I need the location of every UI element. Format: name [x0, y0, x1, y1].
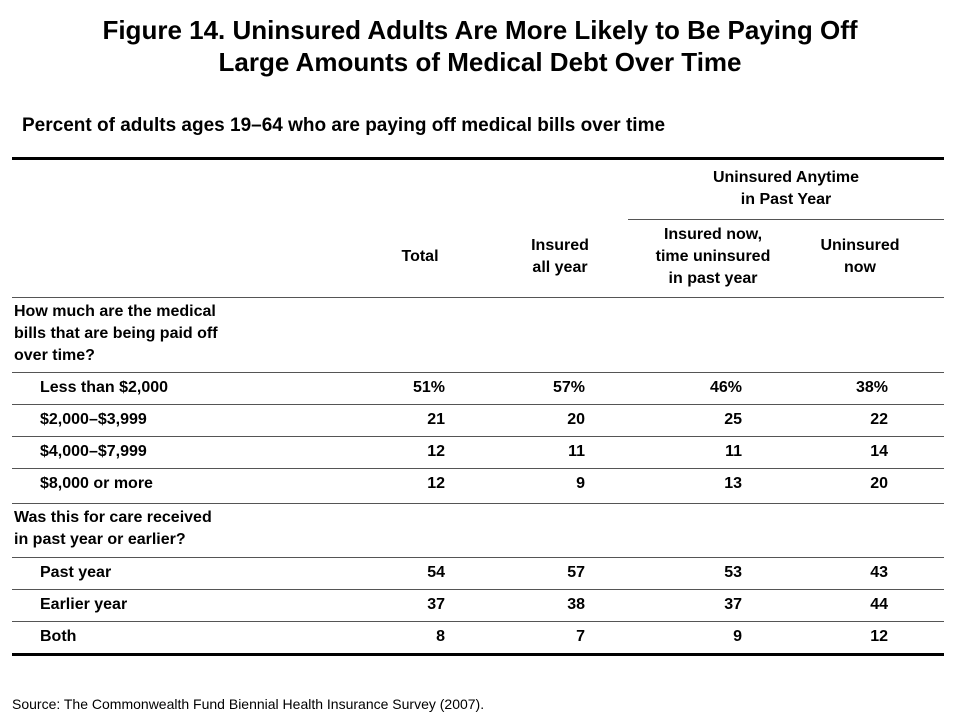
table-cell: 57: [567, 564, 585, 581]
source-note: Source: The Commonwealth Fund Biennial H…: [12, 696, 485, 712]
table-cell: 57%: [552, 379, 585, 396]
col-header-uninsured-now: Uninsured now: [800, 235, 920, 279]
section-question-timing-line2: in past year or earlier?: [14, 531, 186, 548]
table-cell: 9: [733, 628, 742, 645]
table-cell: 20: [870, 475, 888, 492]
row-divider: [12, 589, 944, 590]
table-cell: 12: [870, 628, 888, 645]
table-cell: 54: [427, 564, 445, 581]
section-question-amount-line1: How much are the medical: [14, 303, 216, 320]
table-cell: 12: [427, 443, 445, 460]
table-cell: 53: [724, 564, 742, 581]
table-row: $8,000 or more 12 9 13 20: [0, 468, 960, 500]
figure-title-line2: Large Amounts of Medical Debt Over Time: [218, 47, 742, 77]
table-cell: 22: [870, 411, 888, 428]
group-header-rule: [628, 219, 944, 220]
table-row: $4,000–$7,999 12 11 11 14: [0, 436, 960, 468]
row-divider: [12, 372, 944, 373]
figure-title: Figure 14. Uninsured Adults Are More Lik…: [0, 14, 960, 78]
table-cell: 12: [427, 475, 445, 492]
col-header-insured-all-year: Insured all year: [480, 235, 640, 279]
table-cell: 38: [567, 596, 585, 613]
table-subtitle: Percent of adults ages 19–64 who are pay…: [22, 115, 666, 136]
table-row: Earlier year 37 38 37 44: [0, 589, 960, 621]
table-cell: 11: [725, 443, 742, 460]
col-header-total: Total: [340, 246, 500, 268]
col-header-insured-now-line1: Insured now,: [663, 226, 763, 243]
row-label: Past year: [40, 564, 112, 581]
figure-title-line1: Figure 14. Uninsured Adults Are More Lik…: [102, 15, 858, 45]
table-cell: 20: [567, 411, 585, 428]
group-header-line2: in Past Year: [740, 191, 832, 208]
top-rule: [12, 157, 944, 160]
section-question-timing-line1: Was this for care received: [14, 509, 212, 526]
row-divider: [12, 404, 944, 405]
row-divider: [12, 621, 944, 622]
row-divider: [12, 436, 944, 437]
table-cell: 43: [870, 564, 888, 581]
group-header-line1: Uninsured Anytime: [712, 169, 860, 186]
col-header-insured-now: Insured now, time uninsured in past year: [628, 224, 798, 290]
table-cell: 25: [724, 411, 742, 428]
section-question-amount-line3: over time?: [14, 347, 95, 364]
table-cell: 7: [576, 628, 585, 645]
table-cell: 46%: [709, 379, 742, 396]
col-header-insured-now-line2: time uninsured: [655, 248, 771, 265]
row-label: Both: [40, 628, 77, 645]
table-cell: 37: [724, 596, 742, 613]
row-label: $8,000 or more: [40, 475, 153, 492]
table-cell: 37: [427, 596, 445, 613]
col-header-total-line1: Total: [401, 248, 439, 265]
row-divider: [12, 557, 944, 558]
table-cell: 11: [568, 443, 585, 460]
col-header-uninsured-now-line1: Uninsured: [820, 237, 900, 254]
table-row: $2,000–$3,999 21 20 25 22: [0, 404, 960, 436]
table-row: Both 8 7 9 12: [0, 621, 960, 653]
row-label: $4,000–$7,999: [40, 443, 147, 460]
group-header: Uninsured Anytime in Past Year: [628, 167, 944, 211]
table-cell: 13: [724, 475, 742, 492]
table-cell: 8: [436, 628, 445, 645]
row-divider: [12, 468, 944, 469]
table-cell: 21: [427, 411, 445, 428]
table-row: Less than $2,000 51% 57% 46% 38%: [0, 372, 960, 404]
col-header-insured-line2: all year: [532, 259, 588, 276]
section-question-timing: Was this for care received in past year …: [14, 507, 212, 551]
col-header-uninsured-now-line2: now: [844, 259, 876, 276]
col-header-insured-line1: Insured: [531, 237, 589, 254]
row-label: Less than $2,000: [40, 379, 169, 396]
section-question-amount-line2: bills that are being paid off: [14, 325, 218, 342]
row-label: Earlier year: [40, 596, 128, 613]
row-divider: [12, 503, 944, 504]
col-header-insured-now-line3: in past year: [668, 270, 758, 287]
table-cell: 51%: [412, 379, 445, 396]
section-question-amount: How much are the medical bills that are …: [14, 301, 218, 367]
table-cell: 14: [870, 443, 888, 460]
header-rule: [12, 297, 944, 298]
table-cell: 38%: [855, 379, 888, 396]
table-cell: 9: [576, 475, 585, 492]
table-row: Past year 54 57 53 43: [0, 557, 960, 589]
table-cell: 44: [870, 596, 888, 613]
row-label: $2,000–$3,999: [40, 411, 147, 428]
bottom-rule: [12, 653, 944, 656]
